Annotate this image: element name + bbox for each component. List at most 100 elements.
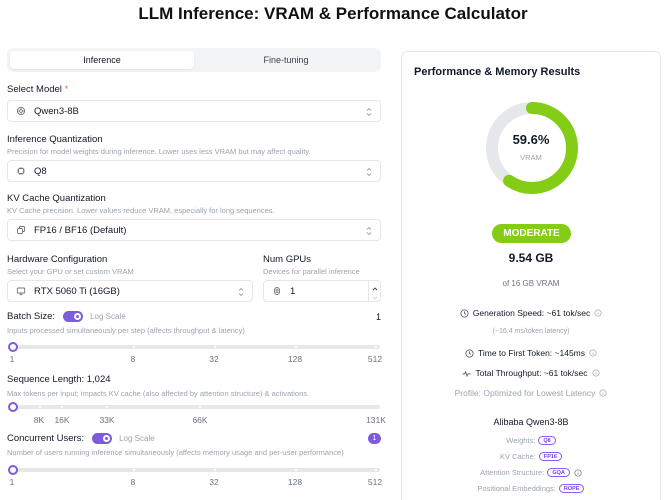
users-tick: 128 <box>287 477 303 487</box>
brain-icon <box>16 106 26 116</box>
info-icon[interactable] <box>599 389 607 397</box>
sequence-tick: 131K <box>366 415 386 425</box>
concurrent-users-thumb[interactable] <box>8 465 18 475</box>
batch-tick: 32 <box>209 354 219 364</box>
sequence-tick: 33K <box>99 415 115 425</box>
num-gpus-help: Devices for parallel inference <box>263 267 360 276</box>
chevron-updown-icon <box>238 286 244 298</box>
model-value: Qwen3-8B <box>34 105 79 117</box>
chevron-updown-icon <box>366 166 372 178</box>
vram-label: VRAM <box>520 153 542 162</box>
spec-chip: Q8 <box>538 436 556 445</box>
model-select[interactable]: Qwen3-8B <box>7 100 381 122</box>
users-tick: 512 <box>367 477 383 487</box>
users-tick: 8 <box>130 477 136 487</box>
kv-quant-label: KV Cache Quantization <box>7 193 106 204</box>
sequence-length-slider-group: Sequence Length: 1,024 Max tokens per in… <box>7 374 386 426</box>
kv-quant-field: KV Cache Quantization KV Cache precision… <box>7 193 381 241</box>
users-log-scale-label: Log Scale <box>119 434 155 443</box>
chevron-updown-icon <box>366 225 372 237</box>
model-name: Alibaba Qwen3-8B <box>493 417 569 427</box>
spec-chip: ROPE <box>558 484 585 493</box>
info-icon[interactable] <box>589 349 597 357</box>
info-icon[interactable] <box>594 309 602 317</box>
concurrent-users-label: Concurrent Users: <box>7 433 85 444</box>
sequence-length-track[interactable] <box>12 405 384 409</box>
num-gpus-value: 1 <box>290 285 296 297</box>
batch-size-thumb[interactable] <box>8 342 18 352</box>
chevron-updown-icon <box>366 106 372 118</box>
kv-quant-select[interactable]: FP16 / BF16 (Default) <box>7 219 381 241</box>
memory-total: of 16 GB VRAM <box>502 279 560 288</box>
spec-label: Positional Embeddings: <box>477 484 556 493</box>
stepper-up-icon[interactable] <box>372 284 378 291</box>
sequence-length-thumb[interactable] <box>8 402 18 412</box>
inference-quant-select[interactable]: Q8 <box>7 160 381 182</box>
batch-size-help: Inputs processed simultaneously per step… <box>7 326 245 335</box>
spec-label: Attention Structure: <box>480 468 545 477</box>
model-label: Select Model <box>7 84 62 95</box>
sequence-tick: 8K <box>33 415 45 425</box>
info-icon[interactable] <box>574 468 582 477</box>
model-field: Select Model * Qwen3-8B <box>7 84 381 122</box>
throughput-row: Total Throughput: ~61 tok/sec <box>402 368 660 378</box>
page-title: LLM Inference: VRAM & Performance Calcul… <box>138 4 528 23</box>
total-throughput: Total Throughput: ~61 tok/sec <box>475 368 588 378</box>
kv-quant-value: FP16 / BF16 (Default) <box>34 224 127 236</box>
hardware-value: RTX 5060 Ti (16GB) <box>34 285 120 297</box>
sequence-tick: 66K <box>192 415 208 425</box>
memory-used: 9.54 GB <box>508 251 554 265</box>
batch-tick: 8 <box>130 354 136 364</box>
hardware-label: Hardware Configuration <box>7 254 108 265</box>
chip-icon <box>16 166 26 176</box>
generation-speed-row: Generation Speed: ~61 tok/sec <box>402 308 660 318</box>
status-badge: MODERATE <box>492 224 571 243</box>
spec-chip: FP16 <box>538 452 562 461</box>
batch-tick: 1 <box>9 354 15 364</box>
users-log-scale-toggle[interactable] <box>92 433 113 444</box>
batch-log-scale-toggle[interactable] <box>63 311 84 322</box>
profile: Profile: Optimized for Lowest Latency <box>454 388 596 398</box>
kv-quant-help: KV Cache precision. Lower values reduce … <box>7 206 275 215</box>
gpu-icon <box>272 286 282 296</box>
ttft-row: Time to First Token: ~145ms <box>402 348 660 358</box>
batch-size-track[interactable] <box>12 345 380 349</box>
concurrent-users-slider-group: Concurrent Users: Log Scale 1 Number of … <box>7 433 383 493</box>
batch-tick: 512 <box>367 354 383 364</box>
clock-icon <box>460 308 469 318</box>
spec-kv-cache: KV Cache: FP16 <box>402 452 660 461</box>
stepper-down-icon[interactable] <box>372 293 378 300</box>
batch-size-value: 1 <box>375 311 381 322</box>
config-panel: Inference Fine-tuning Select Model * Qwe… <box>7 48 386 487</box>
batch-size-slider-group: Batch Size: Log Scale 1 Inputs processed… <box>7 311 383 369</box>
sequence-length-label: Sequence Length: 1,024 <box>7 374 111 385</box>
sequence-length-help: Max tokens per input; impacts KV cache (… <box>7 389 310 398</box>
hardware-help: Select your GPU or set custom VRAM <box>7 267 134 276</box>
vram-donut-chart <box>486 102 578 194</box>
spec-weights: Weights: Q8 <box>402 436 660 445</box>
clock-icon <box>465 348 474 358</box>
num-gpus-input[interactable]: 1 <box>263 280 381 302</box>
spec-positional: Positional Embeddings: ROPE <box>402 484 660 493</box>
profile-row: Profile: Optimized for Lowest Latency <box>402 388 660 398</box>
spec-label: Weights: <box>506 436 536 445</box>
time-to-first-token: Time to First Token: ~145ms <box>478 348 585 358</box>
concurrent-users-track[interactable] <box>12 468 380 472</box>
batch-tick: 128 <box>287 354 303 364</box>
activity-icon <box>462 369 472 378</box>
results-title: Performance & Memory Results <box>414 66 581 78</box>
layers-icon <box>16 225 26 235</box>
results-panel: Performance & Memory Results 59.6% VRAM … <box>401 51 661 500</box>
generation-speed: Generation Speed: ~61 tok/sec <box>472 308 591 318</box>
spec-chip: GQA <box>547 468 570 477</box>
inference-quant-field: Inference Quantization Precision for mod… <box>7 134 381 182</box>
tab-fine-tuning[interactable]: Fine-tuning <box>263 55 309 65</box>
spec-label: KV Cache: <box>499 452 536 461</box>
concurrent-users-help: Number of users running inference simult… <box>7 448 344 457</box>
spec-attention: Attention Structure: GQA <box>402 468 660 477</box>
required-mark: * <box>64 84 69 95</box>
info-icon[interactable] <box>591 369 600 377</box>
batch-size-label: Batch Size: <box>7 311 56 322</box>
tab-inference[interactable]: Inference <box>10 51 194 69</box>
hardware-select[interactable]: RTX 5060 Ti (16GB) <box>7 280 253 302</box>
